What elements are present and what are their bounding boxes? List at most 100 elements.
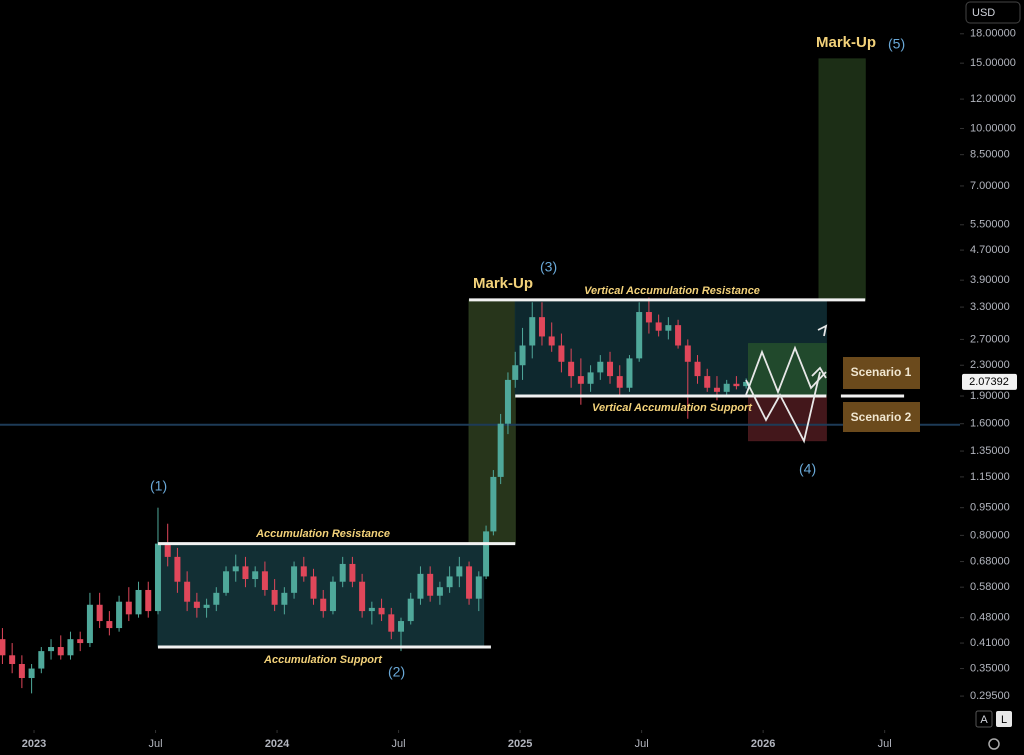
candle-body bbox=[339, 563, 346, 582]
candle-body bbox=[154, 543, 161, 612]
candle-body bbox=[655, 322, 662, 331]
candle-body bbox=[723, 383, 730, 392]
x-tick-label: 2024 bbox=[265, 738, 290, 750]
y-tick-label: 12.00000 bbox=[970, 93, 1016, 105]
x-tick-label: Jul bbox=[149, 738, 163, 750]
y-tick-label: 5.50000 bbox=[970, 219, 1010, 231]
zone bbox=[818, 58, 866, 301]
candle-body bbox=[568, 361, 575, 377]
candle-body bbox=[125, 601, 132, 615]
label: (4) bbox=[799, 461, 816, 477]
x-tick-label: Jul bbox=[878, 738, 892, 750]
y-tick-label: 3.90000 bbox=[970, 274, 1010, 286]
currency[interactable]: USD bbox=[972, 7, 995, 19]
candle-body bbox=[616, 376, 623, 388]
y-tick-label: 4.70000 bbox=[970, 244, 1010, 256]
candle-body bbox=[0, 639, 6, 656]
scenario-box bbox=[843, 402, 920, 432]
auto-button[interactable] bbox=[975, 710, 993, 728]
x-tick-label: 2023 bbox=[22, 738, 46, 750]
candle-body bbox=[28, 668, 35, 679]
candle-body bbox=[349, 563, 356, 582]
candle-body bbox=[475, 576, 482, 599]
candle-body bbox=[548, 336, 555, 346]
y-tick-label: 1.90000 bbox=[970, 390, 1010, 402]
candle-body bbox=[587, 372, 594, 384]
candles bbox=[0, 297, 750, 694]
candle-body bbox=[504, 379, 511, 424]
candle-body bbox=[300, 566, 307, 577]
candle-body bbox=[184, 581, 191, 602]
y-tick-label: 1.60000 bbox=[970, 418, 1010, 430]
y-tick-label: 15.00000 bbox=[970, 57, 1016, 69]
candle-body bbox=[310, 576, 317, 599]
candle-body bbox=[164, 543, 171, 557]
y-tick-label: 0.95000 bbox=[970, 502, 1010, 514]
y-tick-label: 7.00000 bbox=[970, 180, 1010, 192]
candle-body bbox=[320, 598, 327, 612]
candle-body bbox=[733, 383, 740, 387]
candle-body bbox=[398, 621, 405, 632]
candle-body bbox=[636, 312, 643, 359]
candle-body bbox=[261, 571, 268, 590]
arrow-head bbox=[811, 366, 827, 379]
candle-body bbox=[67, 639, 74, 656]
candle-body bbox=[704, 376, 711, 388]
label: (5) bbox=[888, 36, 905, 52]
candle-body bbox=[490, 476, 497, 532]
label: Scenario 1 bbox=[851, 365, 912, 379]
arrow-head bbox=[817, 324, 828, 337]
scenario-2-path bbox=[745, 371, 821, 444]
candle-body bbox=[193, 601, 200, 608]
y-tick-label: 2.70000 bbox=[970, 333, 1010, 345]
candle-body bbox=[388, 614, 395, 632]
candle-body bbox=[665, 325, 672, 331]
label: (2) bbox=[388, 664, 405, 680]
candle-body bbox=[538, 317, 545, 337]
candle-body bbox=[512, 365, 519, 380]
candle-body bbox=[223, 571, 230, 593]
x-tick-label: 2025 bbox=[508, 738, 532, 750]
candle-body bbox=[378, 607, 385, 615]
candle-body bbox=[519, 345, 526, 366]
candle-body bbox=[577, 376, 584, 384]
x-tick-label: 2026 bbox=[751, 738, 775, 750]
y-tick-label: 2.30000 bbox=[970, 359, 1010, 371]
candle-body bbox=[368, 607, 375, 612]
label: Mark-Up bbox=[816, 34, 876, 51]
candle-body bbox=[9, 655, 16, 665]
candle-body bbox=[743, 381, 750, 387]
log-label[interactable]: L bbox=[1001, 714, 1007, 726]
y-tick-label: 0.29500 bbox=[970, 690, 1010, 702]
y-tick-label: 1.15000 bbox=[970, 471, 1010, 483]
y-tick-label: 1.35000 bbox=[970, 445, 1010, 457]
y-tick-label: 10.00000 bbox=[970, 122, 1016, 134]
label: (3) bbox=[540, 259, 557, 275]
log-button[interactable] bbox=[996, 711, 1012, 727]
candle-body bbox=[203, 604, 210, 608]
label: Accumulation Resistance bbox=[255, 528, 390, 540]
y-tick-label: 0.68000 bbox=[970, 555, 1010, 567]
y-tick-label: 0.41000 bbox=[970, 637, 1010, 649]
candle-body bbox=[291, 566, 298, 593]
candle-body bbox=[456, 566, 463, 577]
y-tick-label: 0.80000 bbox=[970, 529, 1010, 541]
candle-body bbox=[597, 361, 604, 373]
candle-body bbox=[18, 664, 25, 679]
candle-body bbox=[607, 361, 614, 377]
settings-icon[interactable] bbox=[988, 738, 1000, 750]
candle-body bbox=[77, 639, 84, 644]
candle-body bbox=[626, 358, 633, 388]
last-price-label: 2.07392 bbox=[969, 376, 1009, 388]
x-tick-label: Jul bbox=[635, 738, 649, 750]
candle-body bbox=[57, 647, 64, 656]
label: (1) bbox=[150, 478, 167, 494]
auto-label[interactable]: A bbox=[980, 714, 988, 726]
candle-body bbox=[407, 598, 414, 622]
candle-body bbox=[417, 573, 424, 599]
candle-body bbox=[694, 361, 701, 377]
currency-button[interactable] bbox=[965, 1, 1021, 24]
candle-body bbox=[427, 573, 434, 596]
candle-body bbox=[483, 531, 490, 577]
